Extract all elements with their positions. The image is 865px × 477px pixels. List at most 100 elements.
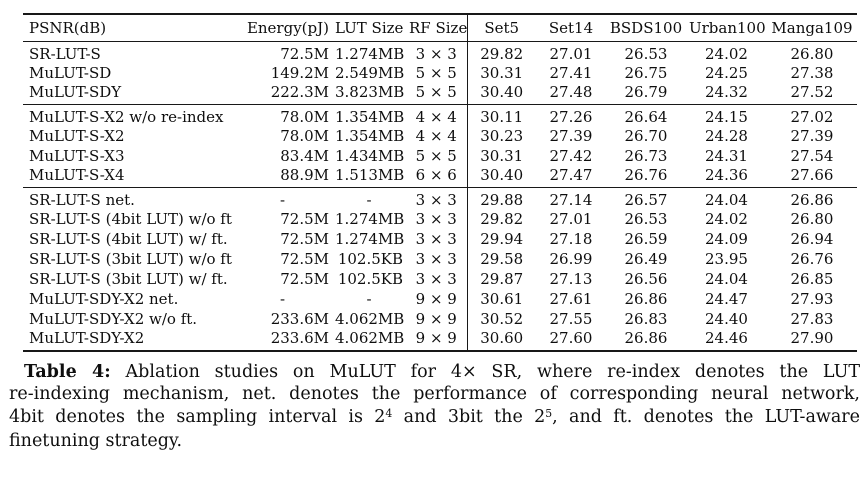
value-cell: 30.31 [480,63,524,82]
value-cell: 26.64 [624,107,668,126]
value-cell: 27.26 [549,107,593,126]
caption-label: Table 4: [24,361,111,382]
column-header: LUT Size [335,18,404,37]
value-cell: 29.87 [480,269,524,288]
value-cell: 30.60 [480,328,524,347]
value-cell: 1.354MB [335,107,405,126]
caption-line-4: finetuning strategy. [9,431,183,451]
value-cell: 24.09 [705,229,748,248]
value-cell: 30.31 [480,146,524,165]
value-cell: 5 × 5 [406,82,468,104]
value-cell: 24.04 [705,269,748,288]
value-cell: 233.6M [270,309,329,328]
value-cell: - [366,190,372,209]
value-cell: 3 × 3 [406,208,468,229]
value-cell: 24.04 [705,190,748,209]
value-cell: 102.5KB [337,269,403,288]
table-row: SR-LUT-S (4bit LUT) w/ ft. 72.5M 1.274MB 3 … [23,228,857,249]
value-cell: 27.39 [549,126,593,145]
value-cell: 24.02 [705,209,748,228]
value-cell: 4.062MB [335,328,405,347]
table-row: MuLUT-S-X3 83.4M 1.434MB 5 × 5 30.31 27.42 26.… [23,145,857,166]
ablation-table: PSNR(dB) Energy(pJ) LUT Size RF Size Set5 Set… [23,13,857,352]
column-header: Manga109 [771,18,853,37]
value-cell: 29.58 [480,249,524,268]
value-cell: 24.31 [705,146,748,165]
caption-line-1: Table 4: Ablation studies on MuLUT for 4… [9,361,860,384]
value-cell: 26.85 [790,269,834,288]
value-cell: 26.59 [624,229,668,248]
method-cell: SR-LUT-S (4bit LUT) w/o ft. [29,209,233,228]
value-cell: 5 × 5 [406,62,468,83]
column-header: Urban100 [689,18,766,37]
value-cell: 26.53 [624,44,668,63]
value-cell: 1.274MB [335,209,405,228]
value-cell: 24.25 [705,63,748,82]
method-cell: SR-LUT-S net. [29,190,135,209]
table-row: SR-LUT-S 72.5M 1.274MB 3 × 3 29.82 27.01 26.53… [23,41,857,63]
method-cell: SR-LUT-S (3bit LUT) w/o ft. [29,249,233,268]
method-cell: SR-LUT-S (4bit LUT) w/ ft. [29,229,228,248]
value-cell: 24.40 [705,309,748,328]
header-row: PSNR(dB) Energy(pJ) LUT Size RF Size Set5 Set… [23,14,857,41]
value-cell: 3 × 3 [406,228,468,249]
value-cell: 27.39 [790,126,834,145]
value-cell: 27.61 [549,289,593,308]
value-cell: 30.61 [480,289,524,308]
caption-line-3: 4bit denotes the sampling interval is 24… [9,406,860,431]
value-cell: 27.01 [549,209,593,228]
table-row: SR-LUT-S (4bit LUT) w/o ft. 72.5M 1.274MB 3… [23,208,857,229]
value-cell: 26.83 [624,309,668,328]
value-cell: 1.354MB [335,126,405,145]
value-cell: 233.6M [270,328,329,347]
value-cell: 27.18 [549,229,593,248]
value-cell: 3 × 3 [406,248,468,269]
value-cell: 3.823MB [335,82,405,101]
value-cell: 24.36 [705,165,748,184]
column-header: BSDS100 [609,18,683,37]
table-section-3: SR-LUT-S net. - - 3 × 3 29.88 27.14 26.57 24.04… [23,187,857,351]
value-cell: 1.274MB [335,229,405,248]
method-cell: MuLUT-S-X2 [29,126,125,145]
value-cell: 24.32 [705,82,748,101]
value-cell: 27.83 [790,309,834,328]
value-cell: 102.5KB [337,249,403,268]
column-header: Energy(pJ) [246,18,329,37]
value-cell: 26.53 [624,209,668,228]
value-cell: 1.513MB [335,165,405,184]
value-cell: 29.82 [480,209,524,228]
method-cell: MuLUT-S-X3 [29,146,125,165]
value-cell: 5 × 5 [406,145,468,166]
value-cell: 30.23 [480,126,524,145]
value-cell: 26.70 [624,126,668,145]
value-cell: 6 × 6 [406,165,468,187]
value-cell: 83.4M [280,146,329,165]
value-cell: 72.5M [280,249,329,268]
value-cell: - [366,289,372,308]
column-header: PSNR(dB) [29,18,107,37]
table-row: SR-LUT-S (3bit LUT) w/o ft. 72.5M 102.5KB 3… [23,248,857,269]
value-cell: 3 × 3 [406,41,468,63]
value-cell: 24.15 [705,107,748,126]
value-cell: - [279,289,286,308]
value-cell: 27.66 [790,165,834,184]
value-cell: 26.57 [624,190,668,209]
caption-line-2: re-indexing mechanism, net. denotes the … [9,384,860,404]
method-cell: MuLUT-SDY-X2 [29,328,145,347]
value-cell: 1.274MB [335,44,405,63]
method-cell: MuLUT-SD [29,63,112,82]
table-row: MuLUT-SDY 222.3M 3.823MB 5 × 5 30.40 27.48 26.… [23,82,857,104]
table-header: PSNR(dB) Energy(pJ) LUT Size RF Size Set5 Set… [23,14,857,41]
value-cell: 26.80 [790,209,834,228]
table-row: MuLUT-S-X2 78.0M 1.354MB 4 × 4 30.23 27.39 26.… [23,125,857,146]
value-cell: 26.86 [624,328,668,347]
value-cell: 27.60 [549,328,593,347]
value-cell: 72.5M [280,44,329,63]
value-cell: 78.0M [280,126,329,145]
method-cell: MuLUT-SDY-X2 net. [29,289,179,308]
value-cell: 27.55 [549,309,593,328]
value-cell: 1.434MB [335,146,405,165]
value-cell: 4.062MB [335,309,405,328]
value-cell: - [279,190,286,209]
value-cell: 26.56 [624,269,668,288]
